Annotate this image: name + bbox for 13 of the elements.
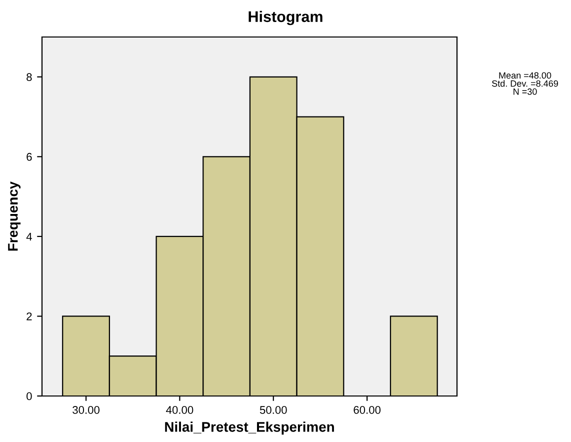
chart-title: Histogram <box>248 10 322 26</box>
y-tick-label: 6 <box>26 152 32 161</box>
text: Mean =48.00 Std. Dev. =8.469 N =30 <box>492 72 558 95</box>
x-tick-label: 50.00 <box>260 406 287 414</box>
y-tick-label: 0 <box>26 392 32 400</box>
x-tick-label: 40.00 <box>166 406 194 414</box>
y-tick-label: 8 <box>26 73 32 82</box>
x-tick-label: 30.00 <box>72 406 100 414</box>
y-tick-label: 2 <box>26 312 32 320</box>
x-axis-title: Nilai_Pretest_Eksperimen <box>165 422 334 435</box>
y-tick-label: 4 <box>26 232 32 240</box>
y-axis-title: Frequency <box>8 181 21 251</box>
x-tick-label: 60.00 <box>354 406 381 414</box>
